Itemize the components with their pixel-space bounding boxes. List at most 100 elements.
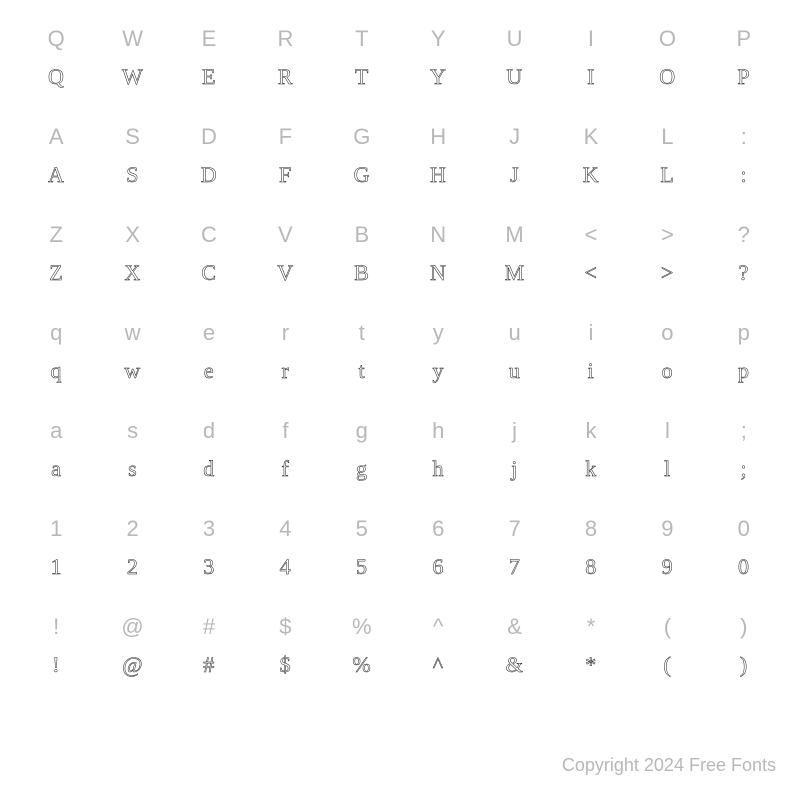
key-label: Q	[48, 24, 65, 54]
character-cell: CC	[171, 214, 247, 312]
character-cell: yy	[400, 312, 476, 410]
key-label: I	[588, 24, 594, 54]
key-label: V	[278, 220, 293, 250]
glyph-sample: Q	[48, 66, 64, 88]
key-label: #	[203, 612, 215, 642]
character-cell: DD	[171, 116, 247, 214]
character-cell: EE	[171, 18, 247, 116]
glyph-sample: Y	[430, 66, 446, 88]
key-label: H	[430, 122, 446, 152]
key-label: 6	[432, 514, 444, 544]
character-cell: AA	[18, 116, 94, 214]
glyph-sample: !	[52, 654, 60, 676]
character-cell: ((	[629, 606, 705, 704]
character-cell: MM	[476, 214, 552, 312]
character-row: 11223344556677889900	[18, 508, 782, 606]
key-label: e	[203, 318, 215, 348]
key-label: L	[661, 122, 673, 152]
character-cell: aa	[18, 410, 94, 508]
character-cell: $$	[247, 606, 323, 704]
glyph-sample: q	[50, 360, 62, 382]
glyph-sample: 7	[509, 556, 521, 578]
character-row: qqwweerrttyyuuiioopp	[18, 312, 782, 410]
glyph-sample: l	[664, 458, 671, 480]
character-cell: II	[553, 18, 629, 116]
character-cell: pp	[706, 312, 782, 410]
key-label: D	[201, 122, 217, 152]
glyph-sample: ;	[740, 458, 747, 480]
key-label: R	[277, 24, 293, 54]
key-label: B	[354, 220, 369, 250]
key-label: 9	[661, 514, 673, 544]
character-cell: JJ	[476, 116, 552, 214]
key-label: g	[356, 416, 368, 446]
key-label: h	[432, 416, 444, 446]
key-label: *	[587, 612, 596, 642]
character-cell: 11	[18, 508, 94, 606]
key-label: 4	[279, 514, 291, 544]
key-label: P	[736, 24, 751, 54]
key-label: F	[279, 122, 292, 152]
character-row: AASSDDFFGGHHJJKKLL::	[18, 116, 782, 214]
key-label: y	[433, 318, 444, 348]
glyph-sample: )	[740, 654, 748, 676]
character-cell: ZZ	[18, 214, 94, 312]
character-cell: BB	[324, 214, 400, 312]
glyph-sample: u	[509, 360, 521, 382]
key-label: w	[125, 318, 141, 348]
character-cell: ee	[171, 312, 247, 410]
character-cell: rr	[247, 312, 323, 410]
glyph-sample: 0	[738, 556, 750, 578]
character-cell: VV	[247, 214, 323, 312]
glyph-sample: h	[432, 458, 444, 480]
glyph-sample: R	[278, 66, 293, 88]
glyph-sample: D	[201, 164, 217, 186]
character-cell: ))	[706, 606, 782, 704]
character-cell: ??	[706, 214, 782, 312]
character-map-grid: QQWWEERRTTYYUUIIOOPPAASSDDFFGGHHJJKKLL::…	[0, 0, 800, 714]
character-cell: ff	[247, 410, 323, 508]
glyph-sample: o	[662, 360, 674, 382]
glyph-sample: T	[355, 66, 369, 88]
glyph-sample: d	[203, 458, 215, 480]
character-cell: WW	[94, 18, 170, 116]
character-cell: 55	[324, 508, 400, 606]
key-label: d	[203, 416, 215, 446]
glyph-sample: 3	[203, 556, 215, 578]
character-cell: 77	[476, 508, 552, 606]
character-cell: PP	[706, 18, 782, 116]
key-label: 5	[356, 514, 368, 544]
key-label: >	[661, 220, 674, 250]
key-label: a	[50, 416, 62, 446]
character-cell: dd	[171, 410, 247, 508]
glyph-sample: s	[128, 458, 137, 480]
glyph-sample: I	[587, 66, 595, 88]
key-label: s	[127, 416, 138, 446]
character-row: aassddffgghhjjkkll;;	[18, 410, 782, 508]
glyph-sample: &	[506, 654, 524, 676]
key-label: N	[430, 220, 446, 250]
glyph-sample: V	[277, 262, 293, 284]
character-cell: LL	[629, 116, 705, 214]
glyph-sample: M	[505, 262, 525, 284]
character-cell: RR	[247, 18, 323, 116]
key-label: !	[53, 612, 59, 642]
glyph-sample: k	[585, 458, 597, 480]
key-label: )	[740, 612, 747, 642]
glyph-sample: 2	[127, 556, 139, 578]
glyph-sample: E	[202, 66, 216, 88]
key-label: ^	[433, 612, 443, 642]
glyph-sample: A	[48, 164, 64, 186]
character-cell: gg	[324, 410, 400, 508]
key-label: 3	[203, 514, 215, 544]
key-label: %	[352, 612, 372, 642]
character-cell: ss	[94, 410, 170, 508]
key-label: T	[355, 24, 368, 54]
glyph-sample: 1	[50, 556, 62, 578]
glyph-sample: W	[122, 66, 143, 88]
character-cell: SS	[94, 116, 170, 214]
key-label: j	[512, 416, 517, 446]
key-label: <	[585, 220, 598, 250]
character-cell: TT	[324, 18, 400, 116]
glyph-sample: 8	[585, 556, 597, 578]
